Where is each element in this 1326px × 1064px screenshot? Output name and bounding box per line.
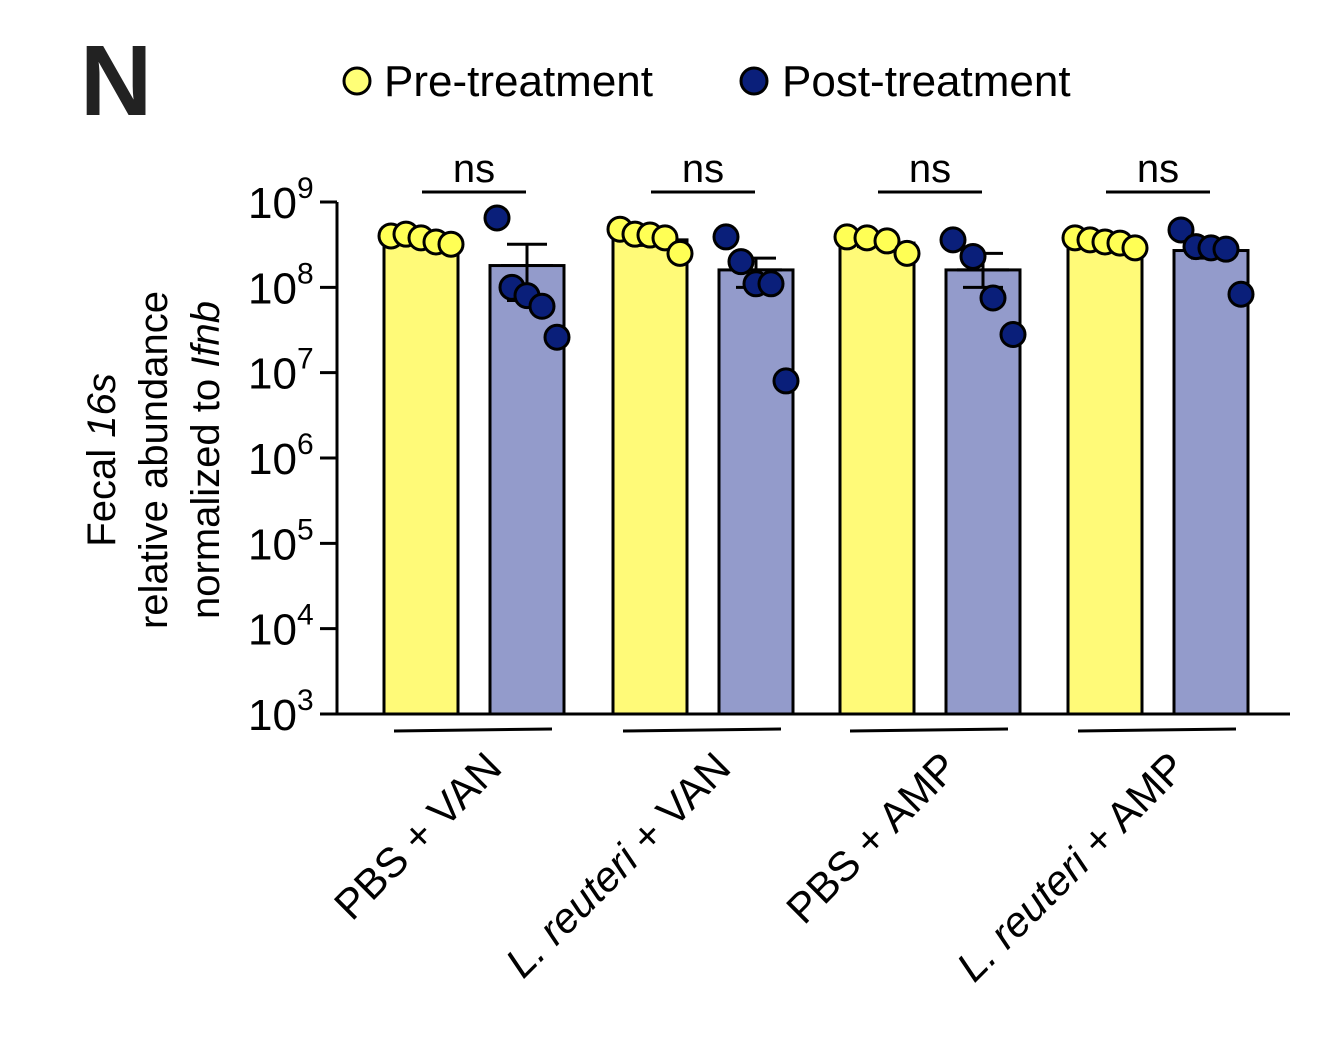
- y-tick-label: 106: [248, 428, 314, 484]
- bar-post-4: [1172, 249, 1250, 716]
- y-label-line-2-part-0: relative abundance: [132, 291, 176, 629]
- y-label-line-2: relative abundance: [132, 291, 176, 629]
- data-point-post: [1227, 280, 1255, 308]
- significance-label: ns: [682, 147, 724, 191]
- panel-label: N: [80, 25, 152, 137]
- y-tick-label: 107: [248, 343, 314, 399]
- y-tick-label: 104: [248, 599, 314, 655]
- bar-post-2: [717, 268, 795, 716]
- legend-marker-post: [739, 66, 769, 96]
- significance-label: ns: [453, 147, 495, 191]
- legend: Pre-treatment Post-treatment: [342, 57, 1071, 106]
- x-category-label-4: L. reuteri + AMP: [947, 743, 1194, 990]
- y-tick-label: 109: [248, 172, 314, 228]
- bars: [382, 238, 1250, 716]
- data-point-post: [727, 248, 755, 276]
- y-tick-label: 105: [248, 513, 314, 569]
- y-tick-label: 103: [248, 684, 314, 740]
- y-tick-base: 10: [248, 179, 297, 228]
- data-point-post: [979, 284, 1007, 312]
- y-tick-base: 10: [248, 264, 297, 313]
- y-tick-label: 108: [248, 257, 314, 313]
- x-category-label-3: PBS + AMP: [777, 743, 966, 932]
- y-tick-exponent: 8: [297, 257, 314, 290]
- data-point-post: [712, 223, 740, 251]
- data-point-post: [772, 367, 800, 395]
- x-category-label-2-part-1: + VAN: [613, 743, 739, 869]
- x-category-label-2: L. reuteri + VAN: [496, 743, 739, 986]
- data-point-post: [483, 204, 511, 232]
- y-tick-base: 10: [248, 520, 297, 569]
- data-points: [377, 204, 1255, 395]
- x-category-label-1: PBS + VAN: [325, 743, 510, 928]
- data-point-post: [939, 226, 967, 254]
- x-category-label-1-part-0: PBS + VAN: [325, 743, 510, 928]
- y-tick-exponent: 7: [297, 343, 314, 376]
- y-tick-base: 10: [248, 691, 297, 740]
- y-label-line-3: normalized to Ifnb: [184, 301, 228, 619]
- x-category-label-4-part-0: L. reuteri: [947, 839, 1099, 991]
- x-category-label-3-part-0: PBS + AMP: [777, 743, 966, 932]
- y-tick-exponent: 6: [297, 428, 314, 461]
- bar-pre-2: [611, 238, 689, 716]
- significance-label: ns: [909, 147, 951, 191]
- data-point-pre: [666, 239, 694, 267]
- bar-pre-1: [382, 239, 460, 716]
- significance-label: ns: [1137, 147, 1179, 191]
- significance-annotations: ns ns ns ns: [422, 147, 1210, 194]
- data-point-pre: [437, 230, 465, 258]
- data-point-post: [959, 242, 987, 270]
- bar-pre-3: [838, 241, 916, 716]
- legend-marker-pre: [342, 66, 372, 96]
- data-point-post: [999, 321, 1027, 349]
- data-point-post: [528, 292, 556, 320]
- legend-label-pre: Pre-treatment: [384, 57, 653, 106]
- y-tick-base: 10: [248, 350, 297, 399]
- data-point-post: [543, 323, 571, 351]
- group-underline: [849, 727, 1009, 733]
- group-underline: [393, 727, 553, 733]
- x-category-label-4-part-1: + AMP: [1065, 743, 1195, 873]
- group-underline: [1077, 727, 1237, 733]
- group-underlines: [393, 727, 1237, 733]
- x-category-label-2-part-0: L. reuteri: [496, 835, 648, 987]
- y-tick-exponent: 5: [297, 513, 314, 546]
- legend-label-post: Post-treatment: [782, 57, 1071, 106]
- y-label-line-1-part-1: 16s: [80, 373, 124, 438]
- y-label-line-1-part-0: Fecal: [80, 438, 124, 547]
- data-point-post: [1167, 216, 1195, 244]
- y-tick-exponent: 4: [297, 599, 314, 632]
- data-point-post: [1212, 235, 1240, 263]
- y-tick-exponent: 3: [297, 684, 314, 717]
- bar-pre-4: [1066, 241, 1144, 716]
- axes: [335, 202, 1290, 716]
- data-point-pre: [873, 227, 901, 255]
- y-label-line-1: Fecal 16s: [80, 373, 124, 546]
- data-point-pre: [893, 239, 921, 267]
- y-tick-exponent: 9: [297, 172, 314, 205]
- data-point-pre: [1121, 234, 1149, 262]
- data-point-post: [757, 270, 785, 298]
- group-underline: [622, 727, 782, 733]
- y-label-line-3-part-0: normalized to: [184, 368, 228, 619]
- y-axis-label: Fecal 16s relative abundance normalized to…: [80, 291, 228, 629]
- y-tick-base: 10: [248, 435, 297, 484]
- y-tick-base: 10: [248, 606, 297, 655]
- y-label-line-3-part-1: Ifnb: [184, 301, 228, 368]
